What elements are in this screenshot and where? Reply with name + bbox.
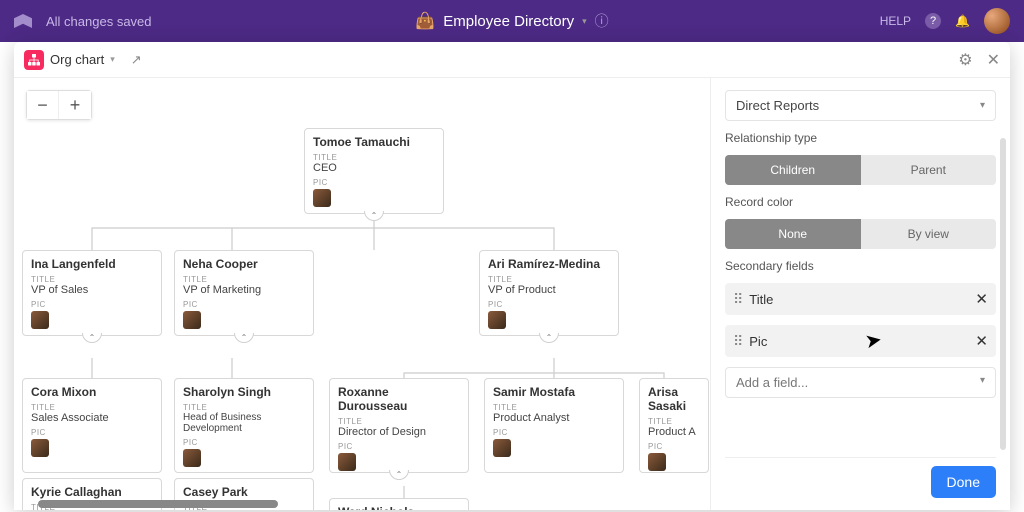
node-cora[interactable]: Cora Mixon TITLE Sales Associate PIC <box>22 378 162 473</box>
color-byview-option[interactable]: By view <box>861 219 997 249</box>
help-button[interactable]: HELP <box>880 14 911 28</box>
node-name: Tomoe Tamauchi <box>313 135 435 149</box>
add-field-select[interactable]: Add a field... ▾ <box>725 367 996 398</box>
close-icon[interactable]: ✕ <box>987 50 1000 70</box>
user-avatar[interactable] <box>984 8 1010 34</box>
chevron-down-icon: ▾ <box>980 100 985 111</box>
info-icon[interactable]: ⓘ <box>595 11 609 31</box>
title-dropdown-icon[interactable]: ▾ <box>582 16 587 27</box>
node-ceo[interactable]: Tomoe Tamauchi TITLE CEO PIC ⌃ <box>304 128 444 214</box>
app-logo-icon <box>14 14 32 28</box>
view-dropdown-icon[interactable]: ▾ <box>110 54 115 65</box>
secondary-fields-label: Secondary fields <box>725 259 996 273</box>
node-vp-product[interactable]: Ari Ramírez-Medina TITLE VP of Product P… <box>479 250 619 336</box>
orgchart-view-icon <box>24 50 44 70</box>
rel-children-option[interactable]: Children <box>725 155 861 185</box>
view-panel: Org chart ▾ ↗ ⚙ ✕ − + Tomoe Tamauchi <box>14 42 1010 510</box>
field-pic-row[interactable]: ⠿ Pic ✕ <box>725 325 996 357</box>
relationship-label: Relationship type <box>725 131 996 145</box>
node-roxanne[interactable]: Roxanne Durousseau TITLE Director of Des… <box>329 378 469 473</box>
notifications-icon[interactable]: 🔔 <box>955 14 970 28</box>
app-topbar: All changes saved 👜 Employee Directory ▾… <box>0 0 1024 42</box>
drag-handle-icon[interactable]: ⠿ <box>733 291 741 308</box>
node-pic <box>313 189 331 207</box>
drag-handle-icon[interactable]: ⠿ <box>733 333 741 350</box>
remove-field-icon[interactable]: ✕ <box>975 290 988 308</box>
done-button[interactable]: Done <box>931 466 996 498</box>
field-title-row[interactable]: ⠿ Title ✕ <box>725 283 996 315</box>
horizontal-scrollbar[interactable] <box>38 500 278 508</box>
node-arisa[interactable]: Arisa Sasaki TITLE Product A PIC <box>639 378 709 473</box>
remove-field-icon[interactable]: ✕ <box>975 332 988 350</box>
node-vp-sales[interactable]: Ina Langenfeld TITLE VP of Sales PIC ⌃ <box>22 250 162 336</box>
base-title[interactable]: Employee Directory <box>443 13 574 30</box>
collapse-handle[interactable]: ⌃ <box>364 211 384 221</box>
node-samir[interactable]: Samir Mostafa TITLE Product Analyst PIC <box>484 378 624 473</box>
zoom-out-button[interactable]: − <box>27 91 59 119</box>
share-icon[interactable]: ↗ <box>131 52 142 68</box>
rel-parent-option[interactable]: Parent <box>861 155 997 185</box>
save-status: All changes saved <box>46 14 152 29</box>
org-chart-canvas[interactable]: − + Tomoe Tamauchi TITLE CEO PIC ⌃ <box>14 78 710 510</box>
config-sidebar: Direct Reports ▾ Relationship type Child… <box>710 78 1010 510</box>
panel-header: Org chart ▾ ↗ ⚙ ✕ <box>14 42 1010 78</box>
view-name[interactable]: Org chart <box>50 52 104 67</box>
help-icon[interactable]: ? <box>925 13 941 29</box>
recordcolor-label: Record color <box>725 195 996 209</box>
node-sharolyn[interactable]: Sharolyn Singh TITLE Head of Business De… <box>174 378 314 473</box>
sidebar-scrollbar[interactable] <box>1000 138 1006 450</box>
chevron-down-icon: ▾ <box>980 375 985 390</box>
color-none-option[interactable]: None <box>725 219 861 249</box>
node-vp-marketing[interactable]: Neha Cooper TITLE VP of Marketing PIC ⌃ <box>174 250 314 336</box>
relationship-toggle: Children Parent <box>725 155 996 185</box>
zoom-in-button[interactable]: + <box>59 91 91 119</box>
zoom-control: − + <box>26 90 92 120</box>
recordcolor-toggle: None By view <box>725 219 996 249</box>
settings-icon[interactable]: ⚙ <box>958 50 972 70</box>
groupby-select[interactable]: Direct Reports ▾ <box>725 90 996 121</box>
briefcase-icon: 👜 <box>415 11 435 31</box>
node-ward[interactable]: Ward Nichols <box>329 498 469 510</box>
